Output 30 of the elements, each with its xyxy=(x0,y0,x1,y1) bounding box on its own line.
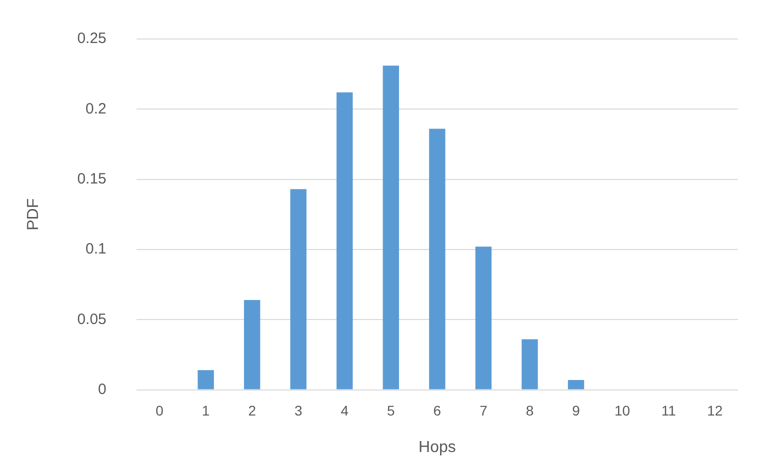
y-tick-label: 0.15 xyxy=(77,170,106,188)
x-tick-label: 3 xyxy=(294,402,302,419)
y-axis-title: PDF xyxy=(25,198,42,230)
x-tick-label: 0 xyxy=(156,402,164,419)
x-tick-label: 9 xyxy=(572,402,580,419)
y-tick-label: 0 xyxy=(98,380,106,398)
x-tick-label: 7 xyxy=(480,402,488,419)
bar xyxy=(290,189,306,390)
x-tick-label: 10 xyxy=(614,402,630,419)
x-tick-label: 12 xyxy=(707,402,723,419)
bar xyxy=(336,92,353,390)
bar xyxy=(568,380,584,390)
x-tick-label: 6 xyxy=(433,402,442,419)
x-tick-label: 2 xyxy=(248,402,256,419)
y-tick-label: 0.05 xyxy=(77,310,106,328)
x-tick-label: 4 xyxy=(340,402,349,419)
bar xyxy=(198,370,214,390)
bar xyxy=(429,128,446,390)
y-tick-label: 0.1 xyxy=(86,240,106,258)
x-axis-title: Hops xyxy=(418,438,456,456)
bar xyxy=(244,300,260,390)
x-tick-label: 11 xyxy=(661,402,676,419)
x-tick-label: 5 xyxy=(387,402,396,419)
x-tick-label: 8 xyxy=(526,402,534,419)
bar xyxy=(522,339,538,390)
y-tick-label: 0.2 xyxy=(86,100,106,118)
y-tick-label: 0.25 xyxy=(77,30,106,48)
bar xyxy=(475,246,492,390)
bar xyxy=(382,66,400,390)
x-tick-label: 1 xyxy=(202,402,210,419)
